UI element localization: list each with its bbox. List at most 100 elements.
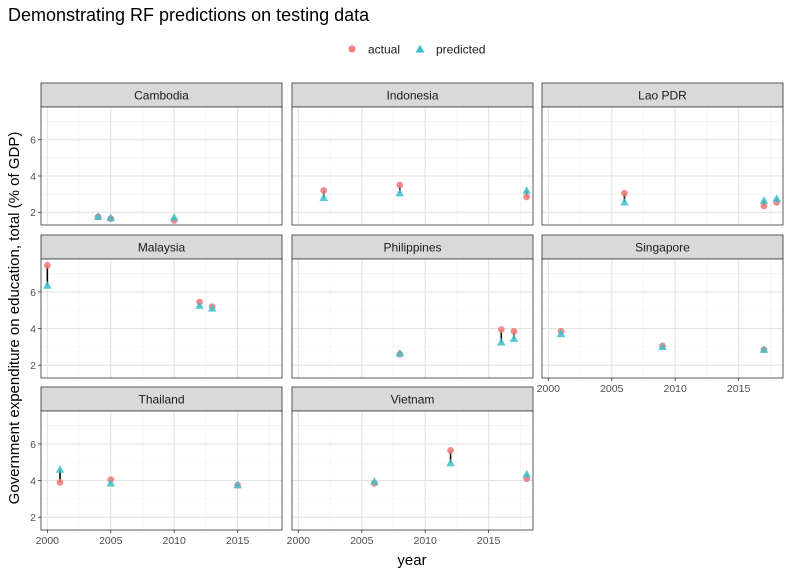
point-predicted — [169, 212, 179, 221]
panel-background — [292, 259, 533, 378]
panel-background — [292, 107, 533, 225]
x-tick-label: 2010 — [163, 535, 187, 547]
x-tick-label: 2015 — [727, 383, 751, 395]
point-predicted — [106, 213, 116, 221]
y-tick-label: 4 — [30, 171, 36, 183]
panel-strip — [40, 386, 283, 412]
panel-strip-label: Indonesia — [386, 89, 438, 103]
y-tick-label: 6 — [30, 287, 36, 299]
point-predicted — [207, 304, 217, 312]
point-predicted — [106, 478, 116, 487]
x-tick-label: 2000 — [287, 535, 311, 547]
panel-strip-label: Malaysia — [138, 241, 186, 255]
panel-strip — [40, 234, 283, 260]
point-predicted — [195, 301, 204, 309]
panel-background — [542, 259, 783, 378]
point-actual — [510, 327, 518, 335]
point-predicted — [620, 197, 629, 206]
x-tick-label: 2000 — [36, 535, 60, 547]
point-predicted — [496, 337, 506, 346]
panel-malaysia: Malaysia 2 4 6 — [30, 234, 283, 379]
panel-cambodia: Cambodia 2 4 6 — [30, 82, 283, 226]
y-axis-title: Government expenditure on education, tot… — [6, 132, 23, 505]
point-predicted — [43, 281, 52, 289]
panel-strip-label: Singapore — [635, 241, 690, 255]
point-predicted — [55, 465, 65, 473]
point-actual — [56, 479, 64, 486]
panel-vietnam: Vietnam 2000 2005 2010 2015 — [287, 386, 534, 547]
panel-strip-label: Cambodia — [134, 89, 189, 103]
x-tick-label: 2005 — [600, 383, 624, 395]
point-predicted — [395, 348, 405, 357]
point-predicted — [759, 345, 769, 353]
point-actual — [523, 193, 531, 201]
point-predicted — [556, 329, 566, 338]
panel-background — [292, 411, 533, 530]
panel-background — [41, 411, 282, 530]
x-tick-label: 2000 — [537, 383, 561, 395]
panel-strip-label: Vietnam — [391, 393, 435, 407]
point-predicted — [233, 480, 242, 489]
panel-border — [40, 106, 283, 226]
y-tick-label: 4 — [30, 323, 36, 335]
y-tick-label: 6 — [30, 134, 36, 146]
legend-key-predicted — [415, 44, 425, 53]
point-predicted — [319, 193, 329, 201]
panel-lao-pdr: Lao PDR — [541, 82, 784, 226]
x-tick-label: 2010 — [664, 383, 688, 395]
panel-border — [541, 258, 784, 379]
x-tick-label: 2005 — [350, 535, 374, 547]
panel-background — [542, 107, 783, 225]
y-tick-label: 4 — [30, 475, 36, 487]
panel-border — [291, 106, 534, 226]
legend-label-actual: actual — [368, 43, 400, 57]
panel-strip — [291, 82, 534, 108]
point-predicted — [370, 477, 379, 485]
panel-border — [541, 106, 784, 226]
point-predicted — [93, 212, 103, 221]
point-predicted — [759, 196, 769, 204]
legend-label-predicted: predicted — [436, 43, 485, 57]
x-tick-label: 2015 — [226, 535, 250, 547]
point-predicted — [772, 194, 781, 202]
panel-background — [41, 259, 282, 378]
panel-border — [40, 410, 283, 531]
point-predicted — [522, 469, 531, 478]
panel-border — [291, 410, 534, 531]
panel-border — [40, 258, 283, 379]
point-actual — [497, 326, 505, 333]
panel-strip-label: Philippines — [383, 241, 441, 255]
panel-philippines: Philippines — [291, 234, 534, 379]
point-predicted — [395, 188, 405, 197]
x-axis-title: year — [397, 552, 426, 569]
panel-strip — [291, 386, 534, 412]
point-actual — [43, 262, 51, 269]
point-actual — [621, 189, 628, 197]
legend-key-actual — [348, 45, 356, 53]
y-tick-label: 2 — [30, 360, 36, 372]
panel-thailand: Thailand 2 4 6 2000 2005 2010 2015 — [30, 386, 283, 547]
y-tick-label: 6 — [30, 439, 36, 451]
panel-strip — [40, 82, 283, 108]
y-tick-label: 2 — [30, 207, 36, 219]
panel-indonesia: Indonesia — [291, 82, 534, 226]
y-tick-label: 2 — [30, 512, 36, 524]
point-actual — [447, 446, 454, 454]
point-actual — [760, 202, 768, 210]
point-predicted — [522, 186, 531, 194]
x-tick-label: 2005 — [99, 535, 123, 547]
panel-strip-label: Thailand — [138, 393, 184, 407]
point-actual — [396, 181, 404, 189]
point-predicted — [658, 342, 667, 351]
panel-strip — [541, 234, 784, 260]
panel-strip — [541, 82, 784, 108]
chart-title: Demonstrating RF predictions on testing … — [8, 5, 370, 25]
panel-singapore: Singapore 2000 2005 2010 2015 — [537, 234, 784, 395]
x-tick-label: 2015 — [477, 535, 501, 547]
panel-strip-label: Lao PDR — [638, 89, 687, 103]
legend: actual predicted — [348, 43, 485, 57]
panel-border — [291, 258, 534, 379]
panel-background — [41, 107, 282, 225]
point-actual — [320, 187, 328, 194]
